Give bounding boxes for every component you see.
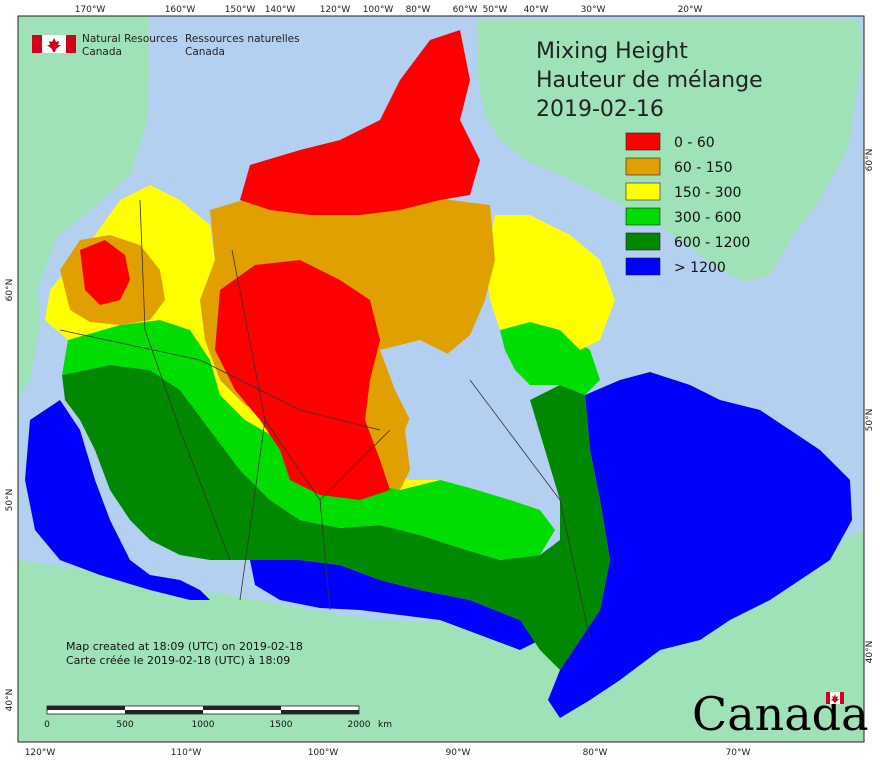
bottom-ticks: 120°W 110°W 100°W 90°W 80°W 70°W xyxy=(25,748,751,758)
title-date: 2019-02-16 xyxy=(536,97,664,122)
agency-name-en-2: Canada xyxy=(82,46,122,58)
maple-leaf-icon xyxy=(47,38,61,52)
tick-bottom-70: 70°W xyxy=(726,748,751,758)
credit-note: Map created at 18:09 (UTC) on 2019-02-18… xyxy=(66,640,303,667)
zone-0-60-central xyxy=(215,260,390,500)
legend-label: 600 - 1200 xyxy=(674,235,750,251)
zone-0-60-west xyxy=(80,240,130,305)
scale-bar: 0 500 1000 1500 2000 km xyxy=(44,705,392,730)
usa-landmass xyxy=(18,530,864,742)
scale-unit: km xyxy=(378,720,392,730)
hudson-bay xyxy=(380,340,525,480)
scale-bar-seg-2 xyxy=(125,710,203,714)
province-borders xyxy=(59,199,591,641)
legend-label: 60 - 150 xyxy=(674,160,733,176)
agency-name-fr-2: Canada xyxy=(185,46,225,58)
tick-right-50: 50°N xyxy=(865,409,875,432)
legend: 0 - 60 60 - 150 150 - 300 300 - 600 600 - 12… xyxy=(625,132,750,276)
legend-label: 150 - 300 xyxy=(674,185,741,201)
wordmark-maple-leaf-icon xyxy=(831,694,839,703)
zone-gt1200-south xyxy=(250,560,540,650)
tick-top-100: 100°W xyxy=(363,5,394,15)
left-ticks: 60°N 50°N 40°N xyxy=(5,279,15,712)
title-line-fr: Hauteur de mélange xyxy=(536,68,763,93)
zone-gt1200-east xyxy=(548,372,852,718)
agency-name-fr-1: Ressources naturelles xyxy=(185,33,300,45)
map-border xyxy=(17,15,865,743)
tick-top-160: 160°W xyxy=(165,5,196,15)
legend-swatch xyxy=(625,157,661,176)
agency-name-en-1: Natural Resources xyxy=(82,33,178,45)
zone-0-60-arctic xyxy=(240,30,480,215)
credit-line-fr: Carte créée le 2019-02-18 (UTC) à 18:09 xyxy=(66,654,290,667)
tick-top-170: 170°W xyxy=(75,5,106,15)
tick-left-60: 60°N xyxy=(5,279,15,302)
scale-label-1000: 1000 xyxy=(192,720,215,730)
tick-top-140: 140°W xyxy=(265,5,296,15)
wordmark-flag-right xyxy=(840,692,844,704)
zone-150-300-east xyxy=(485,215,615,350)
tick-top-50: 50°W xyxy=(483,5,508,15)
agency-signature: Natural Resources Canada Ressources natu… xyxy=(32,33,300,58)
map-title: Mixing Height Hauteur de mélange 2019-02… xyxy=(536,39,763,122)
alaska-landmass xyxy=(18,16,150,400)
tick-top-20: 20°W xyxy=(678,5,703,15)
tick-top-40: 40°W xyxy=(524,5,549,15)
wordmark-flag-left xyxy=(826,692,830,704)
scale-label-1500: 1500 xyxy=(270,720,293,730)
tick-top-30: 30°W xyxy=(581,5,606,15)
tick-bottom-100: 100°W xyxy=(308,748,339,758)
legend-swatch xyxy=(625,132,661,151)
canada-wordmark: Canada xyxy=(692,687,869,741)
right-ticks: 60°N 50°N 40°N xyxy=(865,149,875,664)
tick-bottom-90: 90°W xyxy=(446,748,471,758)
legend-swatch xyxy=(625,182,661,201)
tick-top-120: 120°W xyxy=(320,5,351,15)
flag-bar-left xyxy=(32,35,42,53)
scale-bar-seg-4 xyxy=(281,710,359,714)
tick-right-40: 40°N xyxy=(865,641,875,664)
legend-swatch xyxy=(625,257,661,276)
tick-bottom-80: 80°W xyxy=(583,748,608,758)
zone-gt1200-west xyxy=(25,400,210,600)
tick-bottom-110: 110°W xyxy=(171,748,202,758)
tick-top-80: 80°W xyxy=(406,5,431,15)
top-ticks: 170°W 160°W 150°W 140°W 120°W 100°W 80°W… xyxy=(75,5,703,15)
legend-swatch xyxy=(625,207,661,226)
tick-bottom-120: 120°W xyxy=(25,748,56,758)
scale-label-0: 0 xyxy=(44,720,50,730)
scale-label-500: 500 xyxy=(116,720,133,730)
tick-right-60: 60°N xyxy=(865,149,875,172)
greenland-landmass xyxy=(478,20,862,282)
legend-swatch xyxy=(625,232,661,251)
zone-300-600 xyxy=(62,320,555,560)
credit-line-en: Map created at 18:09 (UTC) on 2019-02-18 xyxy=(66,640,303,653)
tick-left-50: 50°N xyxy=(5,489,15,512)
legend-label: 300 - 600 xyxy=(674,210,741,226)
zone-600-1200 xyxy=(62,365,610,670)
tick-top-150: 150°W xyxy=(225,5,256,15)
flag-bar-right xyxy=(66,35,76,53)
tick-top-60: 60°W xyxy=(453,5,478,15)
scale-bar-seg-3 xyxy=(203,706,281,710)
legend-label: > 1200 xyxy=(674,260,726,276)
scale-label-2000: 2000 xyxy=(348,720,371,730)
scale-bar-seg-1 xyxy=(47,706,125,710)
legend-label: 0 - 60 xyxy=(674,135,715,151)
tick-left-40: 40°N xyxy=(5,689,15,712)
title-line-en: Mixing Height xyxy=(536,39,688,64)
